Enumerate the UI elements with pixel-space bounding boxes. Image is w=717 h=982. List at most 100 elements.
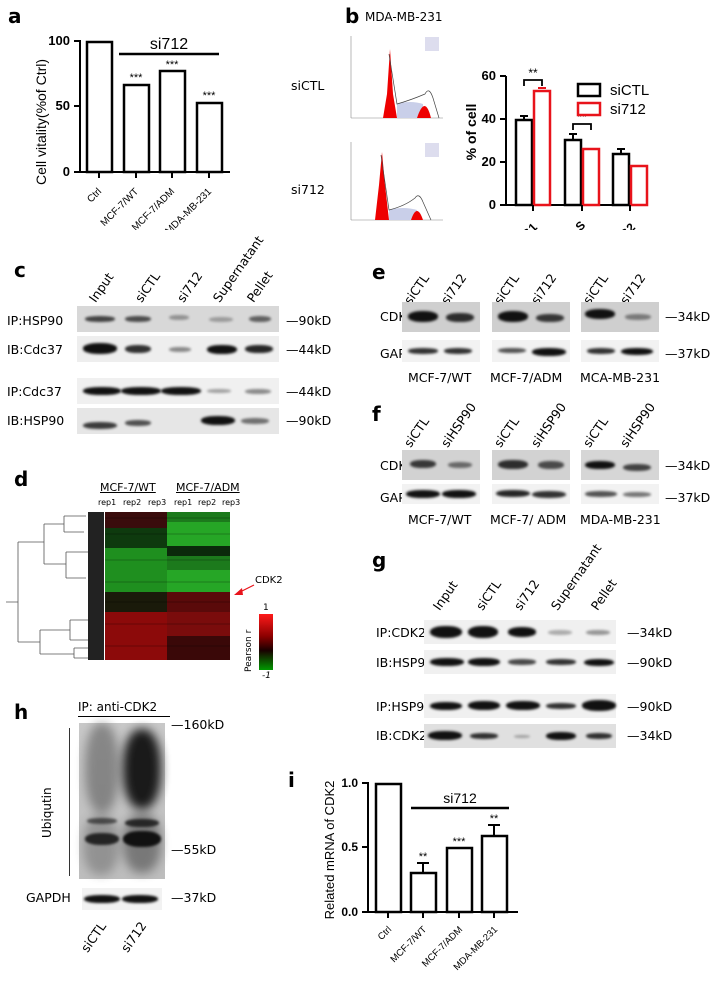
blot-label: Ubiqutin xyxy=(40,787,54,838)
mw-marker: —44kD xyxy=(286,384,332,399)
x-tick-label: Ctrl xyxy=(85,186,104,205)
x-tick-label: Ctrl xyxy=(376,924,394,942)
y-tick: 100 xyxy=(48,33,70,48)
lane-label: siCTL xyxy=(579,414,612,450)
blot-ip-hsp90 xyxy=(424,694,616,718)
blot-gapdh-mcf7-adm xyxy=(492,484,570,504)
y-tick: 20 xyxy=(482,154,496,169)
loading-control-label: GAPDH xyxy=(26,890,71,905)
cell-line-label: MCF-7/WT xyxy=(408,512,472,527)
significance-stars: ** xyxy=(528,66,538,80)
y-tick: 40 xyxy=(482,111,496,126)
panel-letter-e: e xyxy=(372,260,386,284)
blot-cdk2-mcf7-adm xyxy=(492,302,570,332)
bar-g2-sictl xyxy=(611,152,631,207)
panel-letter-d: d xyxy=(14,467,29,491)
heatmap xyxy=(105,512,230,660)
colorbar-label: Pearson r xyxy=(244,629,254,672)
ip-label: IP: anti-CDK2 xyxy=(78,700,158,714)
cell-line-label: MCA-MB-231 xyxy=(580,370,661,385)
panel-a-chart: Cell vitality(%of Ctrl) 100 50 0 *** ***… xyxy=(30,30,240,237)
panel-letter-f: f xyxy=(372,402,381,426)
y-axis-label: Related mRNA of CDK2 xyxy=(322,781,337,920)
significance-stars: *** xyxy=(130,72,144,84)
mw-marker: —90kD xyxy=(627,699,673,714)
group-label: si712 xyxy=(150,36,188,53)
x-tick-label: G2 xyxy=(617,220,638,230)
heatmap-group-label: MCF-7/WT xyxy=(100,481,156,494)
significance-stars: *** xyxy=(166,59,180,71)
panel-letter-i: i xyxy=(288,768,295,792)
lane-label: si712 xyxy=(117,918,150,955)
heatmap-annotation: CDK2 xyxy=(255,575,283,586)
mw-marker: —90kD xyxy=(627,655,673,670)
flow-histogram-sictl xyxy=(345,34,445,135)
legend-label-sictl: siCTL xyxy=(610,82,649,99)
lane-label: siCTL xyxy=(77,919,110,955)
blot-row-label: IB:HSP90 xyxy=(7,413,65,428)
lane-label: si712 xyxy=(173,268,206,305)
blot-gapdh-mcf7-wt xyxy=(402,484,480,504)
heatmap-column-label: rep2 xyxy=(123,498,142,507)
mw-marker: —160kD xyxy=(171,717,225,732)
flow-row-label-si712: si712 xyxy=(291,182,325,197)
blot-cdk2-mcf7-adm xyxy=(492,450,570,480)
group-label: si712 xyxy=(443,790,477,806)
y-tick: 60 xyxy=(482,68,496,83)
mw-marker: —44kD xyxy=(286,342,332,357)
ip-underline xyxy=(78,716,170,717)
blot-gapdh-mda-mb-231 xyxy=(581,484,659,504)
panel-letter-h: h xyxy=(14,700,29,724)
heatmap-group-label: MCF-7/ADM xyxy=(176,481,240,494)
significance-stars: ** xyxy=(419,851,428,863)
blot-gapdh-mcf7-adm xyxy=(492,340,570,362)
cell-cycle-bar-chart: % of cell 60 40 20 0 ** xyxy=(463,66,649,241)
lane-label: siCTL xyxy=(472,577,505,613)
flow-histogram-si712 xyxy=(345,140,445,235)
bar-mcf7-adm xyxy=(445,846,474,914)
bar-s-si712 xyxy=(581,147,601,207)
lane-label: siHSP90 xyxy=(527,399,570,450)
bar-mcf7-adm xyxy=(158,69,187,174)
blot-row-label: IP:HSP90 xyxy=(376,699,433,714)
blot-ib-hsp90 xyxy=(77,408,279,434)
y-tick: 0 xyxy=(489,197,496,212)
legend-swatch-si712 xyxy=(576,101,602,117)
cell-line-label: MCF-7/ ADM xyxy=(490,512,567,527)
lane-label: Pellet xyxy=(587,576,620,613)
mw-marker: —55kD xyxy=(171,842,217,857)
cell-line-label: MDA-MB-231 xyxy=(580,512,661,527)
blot-gapdh-mcf7-wt xyxy=(402,340,480,362)
bar-g1-sictl xyxy=(514,118,534,207)
colorbar xyxy=(259,614,273,670)
blot-ib-cdc37 xyxy=(77,336,279,362)
colorbar-min: -1 xyxy=(262,671,271,681)
heatmap-column-label: rep1 xyxy=(98,498,117,507)
mw-marker: —34kD xyxy=(627,728,673,743)
legend-swatch-sictl xyxy=(576,82,602,98)
mw-marker: —90kD xyxy=(286,313,332,328)
significance-stars: *** xyxy=(453,836,467,848)
y-tick: 1.0 xyxy=(341,776,358,790)
blot-row-label: IB:HSP90 xyxy=(376,655,434,670)
panel-b-chart: % of cell 60 40 20 0 ** xyxy=(460,60,717,241)
panel-letter-a: a xyxy=(8,4,22,28)
blot-row-label: IB:CDK2 xyxy=(376,728,427,743)
blot-ib-cdk2 xyxy=(424,724,616,748)
colorbar-max: 1 xyxy=(263,603,269,613)
lane-label: Input xyxy=(429,577,461,613)
x-tick-label: G1 xyxy=(519,220,540,230)
bar-mcf7-wt xyxy=(122,83,151,174)
significance-stars: *** xyxy=(203,90,217,102)
bar-g1-si712 xyxy=(532,89,552,207)
bar-g2-si712 xyxy=(629,164,649,207)
panel-i-chart: Related mRNA of CDK2 1.0 0.5 0.0 ** *** … xyxy=(310,770,540,982)
mw-marker: —37kD xyxy=(665,490,711,505)
cell-line-label: MCF-7/ADM xyxy=(490,370,563,385)
bar-ctrl xyxy=(85,40,114,174)
lane-label: Input xyxy=(85,269,117,305)
lane-label: siCTL xyxy=(131,269,164,305)
lane-label: Pellet xyxy=(243,268,276,305)
mw-marker: —34kD xyxy=(627,625,673,640)
blot-row-label: IP:CDK2 xyxy=(376,625,426,640)
